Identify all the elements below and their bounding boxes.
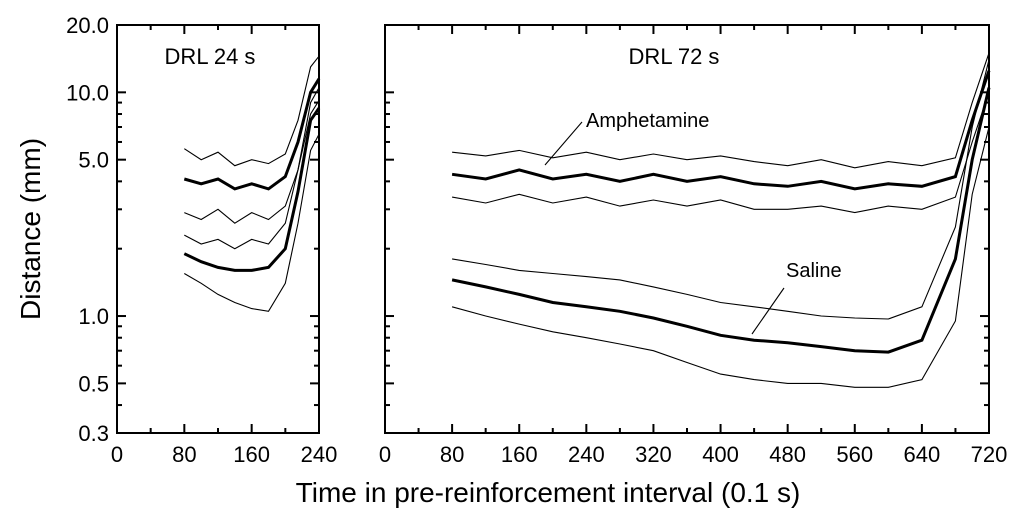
y-tick-label: 20.0 bbox=[66, 13, 109, 38]
y-tick-label: 0.5 bbox=[78, 371, 109, 396]
amphetamine-band-upper-line bbox=[183, 55, 320, 167]
saline-band-lower-line bbox=[184, 133, 320, 312]
panel-2-frame bbox=[384, 24, 990, 434]
saline-mean-line bbox=[451, 87, 991, 354]
panel-1-title: DRL 24 s bbox=[165, 44, 256, 69]
annotation-amphetamine-pointer bbox=[544, 121, 583, 166]
y-axis-label: Distance (mm) bbox=[15, 138, 46, 320]
x-tick-label: 240 bbox=[301, 442, 338, 467]
y-tick-label: 10.0 bbox=[66, 80, 109, 105]
amphetamine-band-lower-line bbox=[184, 100, 320, 224]
x-tick-label: 160 bbox=[233, 442, 270, 467]
amphetamine-mean-line bbox=[183, 78, 321, 191]
y-tick-label: 1.0 bbox=[78, 304, 109, 329]
x-tick-label: 0 bbox=[111, 442, 123, 467]
y-tick-label: 0.3 bbox=[78, 421, 109, 446]
x-tick-label: 80 bbox=[440, 442, 464, 467]
y-tick-label: 5.0 bbox=[78, 148, 109, 173]
x-tick-label: 80 bbox=[172, 442, 196, 467]
x-tick-label: 640 bbox=[904, 442, 941, 467]
x-tick-label: 400 bbox=[702, 442, 739, 467]
x-tick-label: 720 bbox=[971, 442, 1008, 467]
saline-band-upper-line bbox=[452, 59, 990, 320]
saline-band-lower-line bbox=[451, 126, 990, 388]
x-tick-label: 160 bbox=[501, 442, 538, 467]
amphetamine-mean-line bbox=[451, 70, 991, 191]
x-tick-label: 560 bbox=[836, 442, 873, 467]
saline-mean-line bbox=[183, 107, 321, 272]
annotation-saline: Saline bbox=[786, 260, 842, 282]
x-tick-label: 240 bbox=[568, 442, 605, 467]
x-tick-label: 320 bbox=[635, 442, 672, 467]
amphetamine-band-upper-line bbox=[452, 52, 990, 169]
x-axis-label: Time in pre-reinforcement interval (0.1 … bbox=[296, 477, 801, 508]
series-layer bbox=[183, 52, 991, 388]
x-tick-label: 0 bbox=[379, 442, 391, 467]
ticks-layer: 20.010.05.01.00.50.30 80 160 240 0 80 160 240 32… bbox=[66, 13, 1007, 467]
annotation-saline-pointer bbox=[751, 287, 785, 335]
x-tick-label: 480 bbox=[769, 442, 806, 467]
saline-band-upper-line bbox=[184, 87, 320, 250]
annotation-amphetamine: Amphetamine bbox=[586, 110, 709, 132]
amphetamine-band-lower-line bbox=[452, 92, 990, 214]
panel-2-title: DRL 72 s bbox=[629, 44, 720, 69]
